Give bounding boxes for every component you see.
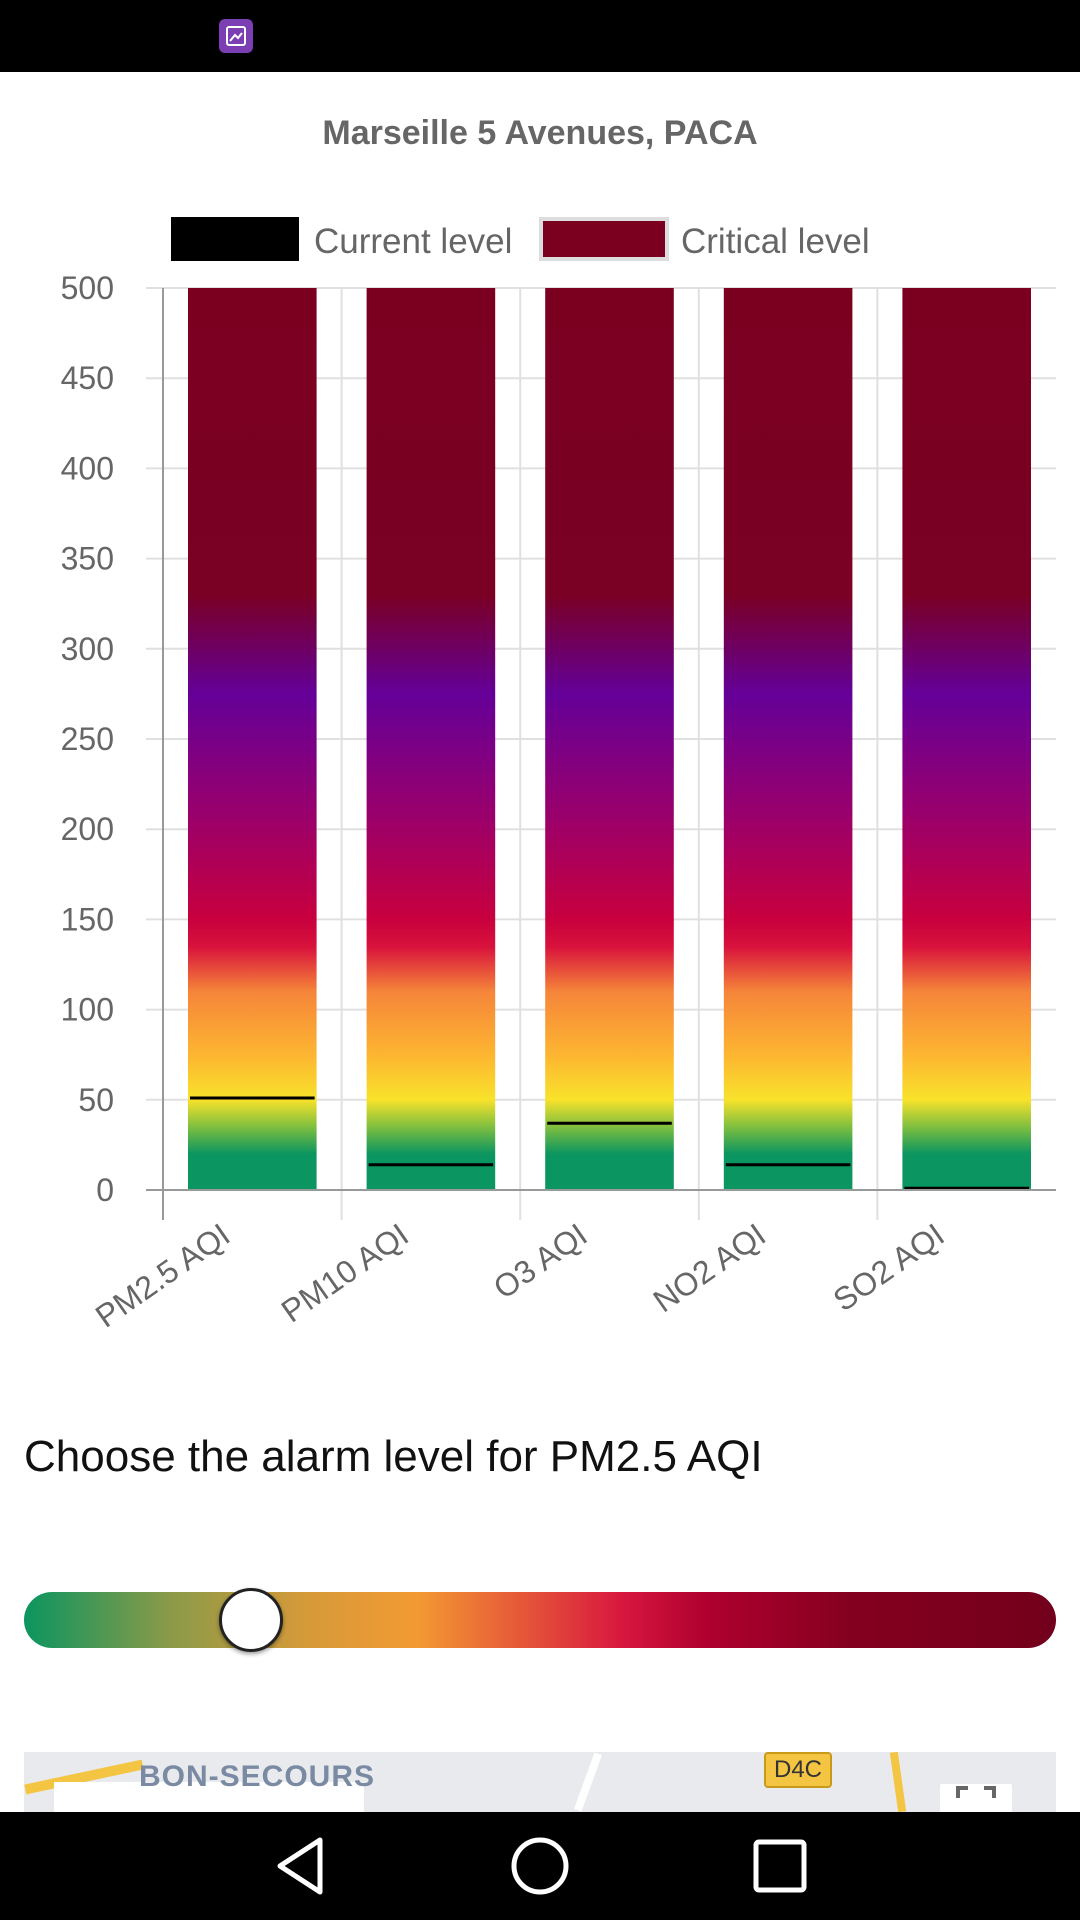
- y-tick-label: 200: [61, 811, 114, 847]
- y-tick-label: 250: [61, 721, 114, 757]
- critical-level-bar: [545, 288, 674, 1190]
- chart-legend: Current level Critical level: [171, 217, 870, 261]
- fullscreen-icon[interactable]: [940, 1784, 1012, 1812]
- y-tick-label: 300: [61, 631, 114, 667]
- map-overlay-box: [54, 1782, 364, 1812]
- x-tick-label: PM10 AQI: [275, 1216, 415, 1329]
- map-road: [889, 1752, 907, 1812]
- y-tick-label: 500: [61, 270, 114, 306]
- x-tick-label: NO2 AQI: [647, 1216, 773, 1319]
- x-tick-label: SO2 AQI: [827, 1216, 951, 1318]
- y-tick-label: 50: [78, 1082, 114, 1118]
- gallery-notification-icon: [219, 19, 253, 53]
- y-tick-label: 100: [61, 992, 114, 1028]
- alarm-level-slider-thumb[interactable]: [218, 1588, 283, 1652]
- app-content: Marseille 5 Avenues, PACA Current level …: [0, 72, 1080, 1812]
- x-tick-label: PM2.5 AQI: [89, 1216, 236, 1334]
- legend-swatch-critical: [539, 217, 669, 261]
- y-tick-label: 150: [61, 901, 114, 937]
- critical-level-bar: [188, 288, 317, 1190]
- navigation-bar: [0, 1812, 1080, 1920]
- map-road-label: D4C: [764, 1752, 833, 1788]
- aqi-bar-chart: Marseille 5 Avenues, PACA Current level …: [61, 114, 1056, 1334]
- critical-level-bar: [902, 288, 1031, 1190]
- y-tick-label: 400: [61, 450, 114, 486]
- recents-icon[interactable]: [748, 1834, 812, 1898]
- map-preview[interactable]: BON-SECOURS D4C: [24, 1752, 1056, 1812]
- chart-bars: [188, 288, 1031, 1190]
- x-axis: PM2.5 AQI PM10 AQI O3 AQI NO2 AQI SO2 AQI: [89, 1189, 1056, 1334]
- map-road: [573, 1752, 603, 1812]
- map-area-label: BON-SECOURS: [139, 1760, 376, 1793]
- back-icon[interactable]: [268, 1834, 332, 1898]
- y-tick-label: 0: [96, 1172, 114, 1208]
- y-tick-label: 450: [61, 360, 114, 396]
- x-tick-label: O3 AQI: [487, 1216, 594, 1306]
- y-axis: 0 50 100 150 200 250 300 350 400 450 500: [61, 270, 114, 1208]
- y-tick-label: 350: [61, 541, 114, 577]
- critical-level-bar: [366, 288, 496, 1190]
- home-icon[interactable]: [508, 1834, 572, 1898]
- legend-label-current: Current level: [314, 222, 512, 261]
- legend-swatch-current: [171, 217, 299, 261]
- chart-title: Marseille 5 Avenues, PACA: [322, 114, 757, 152]
- status-bar: [0, 0, 1080, 72]
- alarm-level-slider[interactable]: [24, 1592, 1056, 1648]
- legend-label-critical: Critical level: [681, 222, 870, 261]
- alarm-level-title: Choose the alarm level for PM2.5 AQI: [24, 1432, 763, 1481]
- critical-level-bar: [723, 288, 853, 1190]
